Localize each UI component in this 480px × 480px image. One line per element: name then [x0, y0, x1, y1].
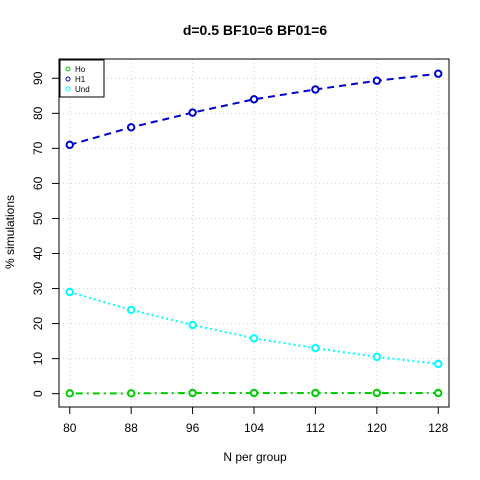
data-point-h1: [311, 85, 320, 94]
data-point-ho: [249, 388, 259, 398]
x-tick-label: 80: [63, 421, 77, 435]
x-tick-label: 128: [428, 421, 448, 435]
y-tick-label: 30: [31, 282, 45, 296]
y-tick-label: 60: [31, 176, 45, 190]
y-tick-label: 10: [31, 352, 45, 366]
data-point-h1: [249, 95, 259, 104]
y-tick-label: 0: [31, 390, 45, 397]
x-axis-label: N per group: [223, 450, 287, 464]
y-tick-label: 90: [31, 71, 45, 85]
y-tick-label: 20: [31, 317, 45, 331]
data-point-und: [126, 305, 136, 315]
legend-label-und: Und: [75, 85, 90, 94]
y-tick-label: 80: [31, 106, 45, 120]
data-point-ho: [372, 388, 382, 398]
legend-marker-und: [65, 86, 71, 92]
legend-marker-ho: [65, 66, 71, 72]
data-point-h1: [372, 76, 382, 85]
x-tick-label: 96: [186, 421, 200, 435]
data-point-und: [311, 343, 320, 353]
y-tick-label: 50: [31, 211, 45, 225]
data-point-und: [372, 352, 382, 362]
x-tick-label: 88: [124, 421, 138, 435]
data-point-ho: [311, 388, 320, 398]
data-point-und: [249, 334, 259, 343]
data-point-ho: [188, 388, 197, 398]
data-point-h1: [434, 69, 443, 78]
data-point-h1: [65, 140, 74, 150]
x-tick-label: 104: [244, 421, 264, 435]
legend-label-h1: H1: [75, 75, 86, 84]
data-point-ho: [65, 389, 74, 398]
legend-marker-h1: [65, 76, 71, 82]
series-layer: [65, 69, 443, 398]
legend-label-ho: Ho: [75, 65, 86, 74]
data-point-ho: [434, 388, 443, 398]
data-point-h1: [126, 123, 136, 132]
chart-title: d=0.5 BF10=6 BF01=6: [183, 22, 328, 38]
axes: 80 88 96 104 112 120 128 0 10 20 30 40 50 60 70 80 90: [31, 58, 450, 435]
data-point-und: [65, 287, 74, 297]
y-tick-label: 40: [31, 247, 45, 261]
x-tick-label: 120: [367, 421, 387, 435]
data-point-h1: [188, 108, 197, 117]
data-point-und: [434, 359, 443, 369]
y-tick-label: 70: [31, 141, 45, 155]
data-point-und: [188, 320, 197, 330]
x-tick-label: 112: [306, 421, 325, 435]
y-axis-label: % simulations: [3, 195, 17, 269]
data-point-ho: [126, 389, 136, 398]
